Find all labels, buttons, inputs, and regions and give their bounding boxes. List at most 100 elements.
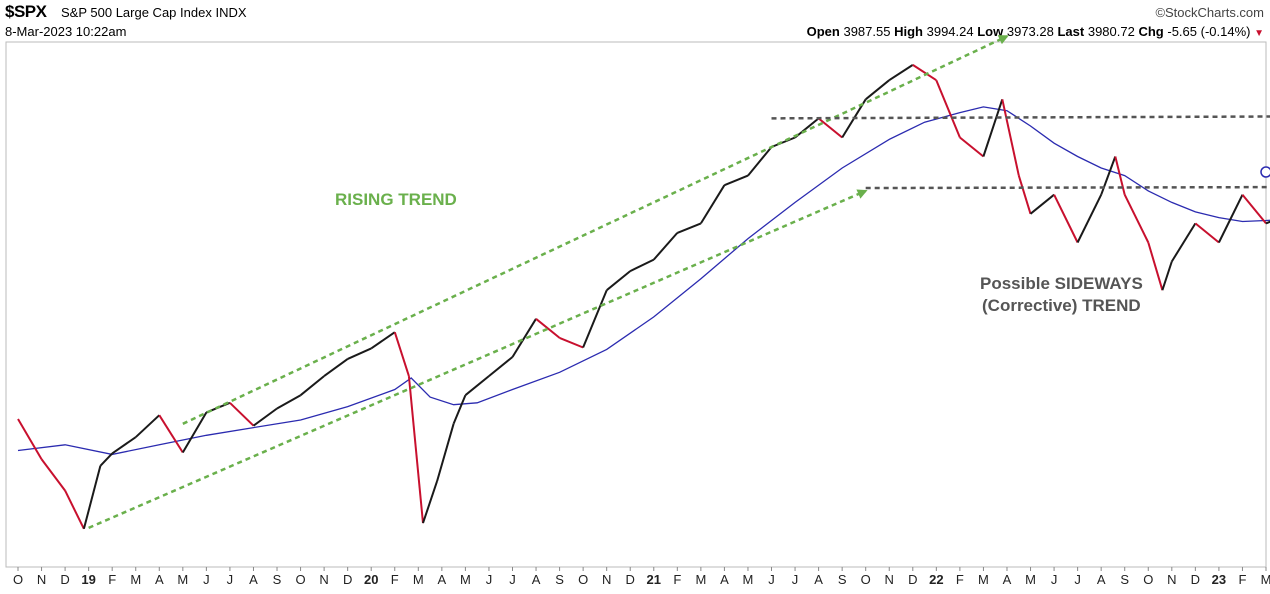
x-tick-label: S <box>555 572 564 587</box>
x-axis: O N D 19 F M A M J J A S O N D 20 F M A M J J A S O N D 21 F M A M J J A S O… <box>13 567 1270 587</box>
x-tick-label: F <box>956 572 964 587</box>
x-tick-label: M <box>695 572 706 587</box>
price-segment <box>299 375 325 396</box>
x-tick-label: S <box>838 572 847 587</box>
x-tick-label: M <box>1261 572 1270 587</box>
open-value: 3987.55 <box>843 24 891 39</box>
price-segment <box>676 222 702 234</box>
price-segment <box>422 480 439 524</box>
x-tick-label: 20 <box>364 572 378 587</box>
x-tick-label: M <box>413 572 424 587</box>
x-tick-label: F <box>1238 572 1246 587</box>
last-price-marker <box>1260 166 1270 178</box>
price-segment <box>229 402 255 427</box>
low-label: Low <box>977 24 1004 39</box>
x-tick-label: D <box>60 572 69 587</box>
x-tick-label: O <box>861 572 871 587</box>
rising-trend-upper-line <box>182 35 1009 425</box>
price-segment <box>82 465 102 530</box>
price-segment <box>1114 156 1126 195</box>
x-tick-label: N <box>885 572 894 587</box>
sideways-lower-line <box>865 185 1270 190</box>
price-segment <box>181 411 208 454</box>
price-segment <box>407 376 424 524</box>
x-tick-label: J <box>768 572 775 587</box>
plot-area <box>5 41 1267 568</box>
x-tick-label: A <box>1097 572 1106 587</box>
x-tick-label: S <box>1120 572 1129 587</box>
quote-bar: Open 3987.55 High 3994.24 Low 3973.28 La… <box>807 24 1264 39</box>
exchange-label: INDX <box>215 5 247 20</box>
price-segment <box>452 394 467 425</box>
price-segment <box>464 375 490 396</box>
sideways-upper-line <box>771 115 1270 120</box>
price-segment <box>436 423 455 482</box>
price-segment <box>559 336 584 349</box>
price-segment <box>1123 194 1150 243</box>
price-segment <box>1218 194 1244 243</box>
price-segment <box>323 358 349 377</box>
price-segment <box>1194 222 1220 244</box>
price-segment <box>1161 261 1173 291</box>
x-tick-label: O <box>578 572 588 587</box>
x-tick-label: 22 <box>929 572 943 587</box>
index-name: S&P 500 Large Cap Index INDX <box>61 5 247 20</box>
x-tick-label: 19 <box>81 572 95 587</box>
x-tick-label: O <box>13 572 23 587</box>
price-segment <box>959 136 985 158</box>
price-segment <box>935 79 961 138</box>
x-tick-label: 21 <box>647 572 661 587</box>
price-segment <box>1017 175 1032 215</box>
x-tick-label: J <box>203 572 210 587</box>
price-segment <box>888 64 914 82</box>
price-segment <box>1241 194 1267 225</box>
x-tick-label: F <box>673 572 681 587</box>
price-segment <box>700 184 726 224</box>
x-tick-label: J <box>792 572 799 587</box>
price-segment <box>1076 194 1103 243</box>
ticker-symbol[interactable]: $SPX <box>5 2 47 21</box>
x-tick-label: S <box>273 572 282 587</box>
x-tick-label: F <box>108 572 116 587</box>
x-tick-label: D <box>1191 572 1200 587</box>
price-segment <box>393 331 410 377</box>
x-tick-label: J <box>227 572 234 587</box>
x-tick-label: O <box>1143 572 1153 587</box>
x-tick-label: D <box>908 572 917 587</box>
price-segment <box>488 356 514 377</box>
open-label: Open <box>806 24 840 39</box>
price-segment <box>158 414 184 454</box>
x-tick-label: J <box>486 572 493 587</box>
price-segment <box>865 79 890 101</box>
x-tick-label: A <box>1003 572 1012 587</box>
price-segment <box>982 98 1004 157</box>
x-tick-label: M <box>177 572 188 587</box>
moving-average-line <box>17 106 1270 456</box>
x-tick-label: A <box>249 572 258 587</box>
price-segment <box>252 407 278 427</box>
brand-watermark: ©StockCharts.com <box>1155 5 1264 20</box>
price-segment <box>606 270 631 291</box>
price-segment <box>747 146 773 177</box>
x-tick-label: M <box>978 572 989 587</box>
x-tick-label: A <box>532 572 541 587</box>
x-tick-label: N <box>602 572 611 587</box>
high-label: High <box>894 24 923 39</box>
x-tick-label: N <box>37 572 46 587</box>
x-tick-label: M <box>1025 572 1036 587</box>
price-segment <box>817 117 843 139</box>
price-segment <box>582 289 608 348</box>
price-segment <box>40 458 66 492</box>
price-segment <box>653 232 679 261</box>
price-segment <box>724 174 749 187</box>
x-tick-label: N <box>319 572 328 587</box>
price-segment <box>794 117 820 139</box>
index-full-name: S&P 500 Large Cap Index <box>61 5 212 20</box>
last-label: Last <box>1057 24 1085 39</box>
rising-trend-label: RISING TREND <box>335 190 457 209</box>
price-segment <box>347 347 372 360</box>
chg-label: Chg <box>1138 24 1164 39</box>
x-tick-label: D <box>626 572 635 587</box>
